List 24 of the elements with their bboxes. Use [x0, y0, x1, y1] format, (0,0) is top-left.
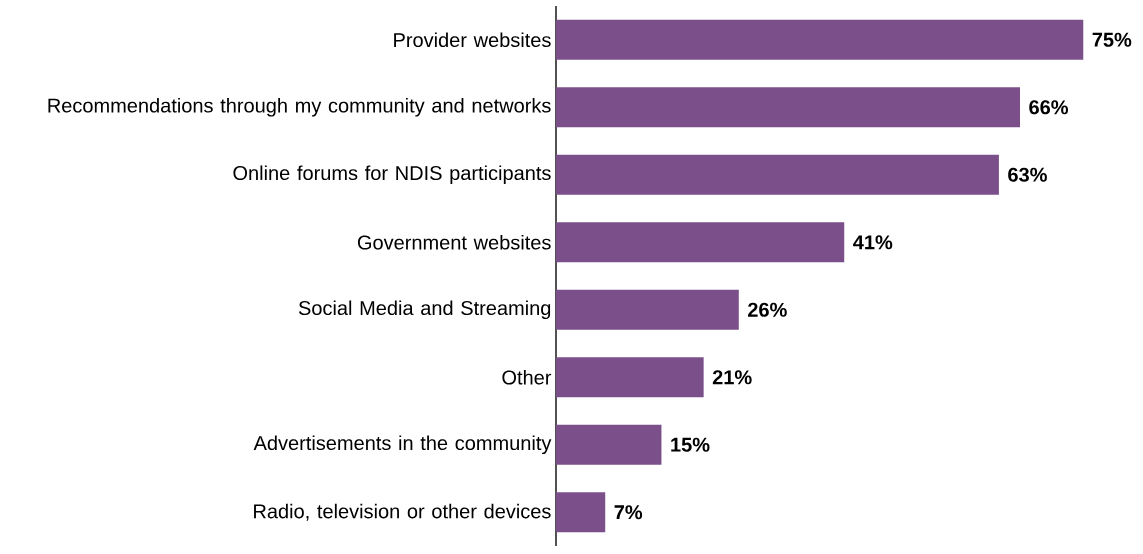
y-tick-label: Advertisements in the community [253, 435, 552, 455]
data-label: 26% [748, 302, 787, 317]
y-tick-label: Social Media and Streaming [298, 300, 551, 320]
bar [556, 154, 999, 195]
y-tick-label: Radio, television or other devices [254, 503, 551, 521]
data-label: 41% [853, 235, 893, 250]
bar [556, 357, 704, 398]
bar [556, 289, 739, 330]
bar [556, 424, 662, 465]
data-label: 7% [614, 505, 643, 520]
data-label: 21% [712, 370, 752, 385]
y-tick-label: Other [502, 369, 552, 385]
data-label: 63% [1008, 167, 1047, 182]
bar [556, 222, 845, 263]
data-label: 15% [671, 437, 710, 452]
data-label: 75% [1092, 32, 1132, 47]
bar [556, 87, 1020, 128]
y-tick-label: Online forums for NDIS participants [233, 165, 551, 185]
data-label: 66% [1029, 100, 1069, 115]
bar [556, 492, 606, 533]
y-tick-label: Government websites [357, 234, 551, 250]
bar [556, 19, 1084, 60]
y-tick-label: Provider websites [394, 32, 551, 48]
y-tick-label: Recommendations through my community and networks [48, 97, 551, 117]
